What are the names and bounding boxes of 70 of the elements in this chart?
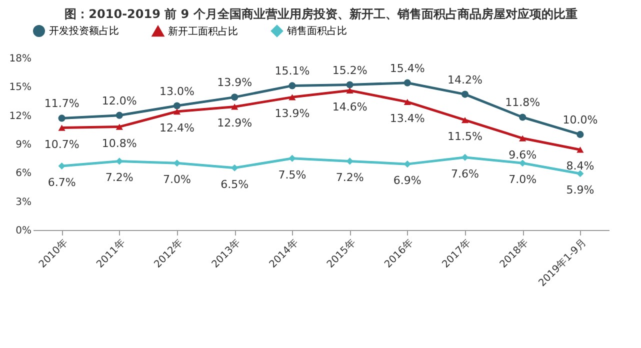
- data-label: 6.9%: [393, 174, 422, 188]
- data-label: 10.7%: [44, 138, 80, 151]
- data-label: 10.0%: [562, 113, 598, 126]
- point: [576, 130, 584, 138]
- data-label: 11.7%: [44, 97, 80, 110]
- data-label: 13.9%: [274, 107, 310, 120]
- data-label: 6.7%: [48, 176, 76, 189]
- point: [576, 170, 584, 178]
- data-label: 13.9%: [217, 76, 252, 90]
- point: [461, 154, 469, 161]
- point: [58, 114, 66, 122]
- data-label: 7.2%: [336, 171, 364, 184]
- data-label: 13.4%: [390, 112, 425, 125]
- chart-title: 图：2010-2019 前 9 个月全国商业营业用房投资、新开工、销售面积占商品房屋对应项的比重: [64, 7, 578, 21]
- point: [173, 108, 181, 115]
- data-label: 11.5%: [448, 130, 482, 144]
- y-tick-label: 0%: [16, 226, 32, 236]
- data-label: 7.0%: [163, 173, 191, 186]
- data-label: 12.9%: [217, 116, 252, 130]
- point: [404, 79, 411, 86]
- data-label: 7.2%: [105, 171, 134, 184]
- y-tick-label: 3%: [16, 196, 32, 208]
- data-label: 9.6%: [508, 148, 537, 162]
- point: [346, 87, 354, 94]
- y-tick-label: 15%: [9, 82, 32, 94]
- point: [58, 162, 66, 170]
- data-label: 7.0%: [508, 173, 537, 186]
- point: [519, 114, 526, 121]
- point: [231, 94, 238, 101]
- point: [404, 160, 411, 168]
- point: [519, 160, 526, 167]
- point: [231, 164, 238, 172]
- data-label: 6.5%: [220, 178, 249, 191]
- data-label: 5.9%: [566, 184, 594, 197]
- data-label: 7.5%: [278, 168, 306, 182]
- point: [288, 82, 296, 90]
- point: [346, 158, 354, 165]
- data-label: 13.0%: [160, 84, 194, 98]
- data-label: 8.4%: [566, 160, 594, 173]
- point: [346, 81, 354, 88]
- data-label: 14.6%: [332, 100, 368, 114]
- point: [461, 90, 469, 98]
- point: [404, 98, 411, 106]
- data-label: 12.4%: [160, 122, 194, 135]
- data-label: 11.8%: [505, 96, 540, 110]
- data-label: 12.0%: [102, 94, 137, 108]
- point: [231, 104, 238, 110]
- point: [288, 94, 296, 100]
- y-tick-label: 9%: [16, 140, 32, 150]
- data-label: 7.6%: [451, 167, 479, 180]
- point: [116, 112, 123, 119]
- data-label: 15.1%: [274, 64, 310, 78]
- point: [519, 135, 526, 142]
- point: [173, 102, 181, 110]
- data-label: 15.4%: [390, 62, 425, 75]
- y-tick-label: 6%: [16, 168, 32, 180]
- point: [576, 146, 584, 153]
- data-label: 14.2%: [448, 73, 482, 86]
- data-label: 15.2%: [332, 64, 368, 77]
- data-label: 10.8%: [102, 136, 137, 150]
- legend-label: 开发投资额占比: [49, 25, 119, 37]
- y-tick-label: 18%: [9, 54, 32, 64]
- point: [116, 158, 123, 165]
- point: [288, 154, 296, 162]
- point: [461, 117, 469, 124]
- point: [116, 124, 123, 130]
- legend-label: 销售面积占比: [286, 25, 347, 37]
- point: [58, 124, 66, 131]
- y-tick-label: 12%: [9, 110, 32, 122]
- legend-label: 新开工面积占比: [168, 25, 238, 38]
